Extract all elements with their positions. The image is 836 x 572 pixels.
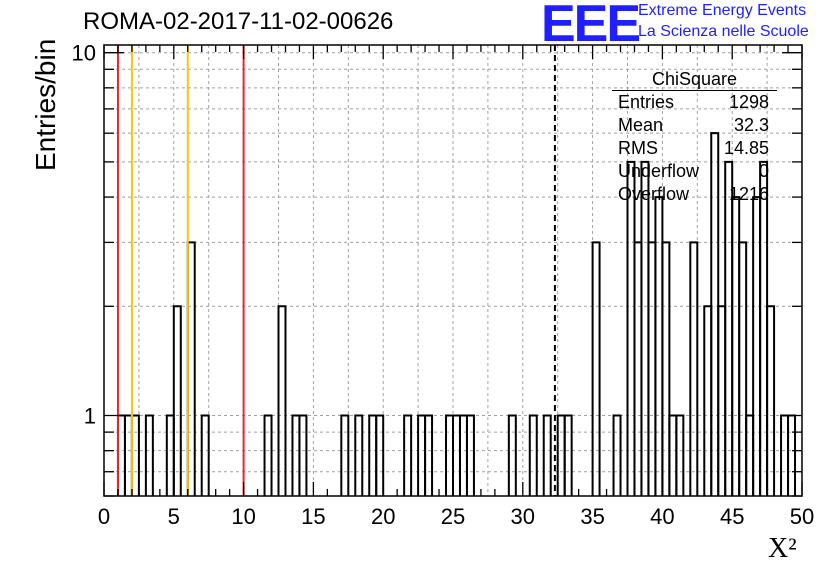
stats-row-rms: RMS 14.85 xyxy=(612,137,777,160)
x-tick-label: 35 xyxy=(580,504,604,529)
x-tick-label: 5 xyxy=(168,504,180,529)
histogram-bin xyxy=(689,241,699,496)
histogram-bin xyxy=(375,414,385,496)
stats-box: ChiSquare Entries 1298 Mean 32.3 RMS 14.… xyxy=(612,68,777,206)
histogram-bin xyxy=(738,241,748,496)
x-tick-label: 30 xyxy=(511,504,535,529)
histogram-bin xyxy=(717,305,727,496)
histogram-bin xyxy=(759,160,769,496)
x-tick-label: 40 xyxy=(650,504,674,529)
x-tick-label: 25 xyxy=(441,504,465,529)
histogram-bin xyxy=(563,414,573,496)
histogram-bin xyxy=(354,414,364,496)
tick-layer: 0 5 10 15 20 25 30 35 40 45 50 1 10 xyxy=(72,41,815,529)
vertical-lines-layer xyxy=(116,45,556,496)
histogram-bin xyxy=(445,414,454,496)
histogram-bin xyxy=(528,414,538,496)
stats-key: RMS xyxy=(618,138,658,158)
y-tick-label: 10 xyxy=(72,41,96,66)
histogram-bin xyxy=(465,414,475,496)
histogram-bin xyxy=(172,305,182,496)
x-tick-label: 45 xyxy=(720,504,744,529)
histogram-bin xyxy=(200,414,210,496)
histogram-bin xyxy=(675,414,685,496)
stats-key: Underflow xyxy=(618,161,700,181)
x-axis-label: X² xyxy=(768,533,797,564)
histogram-bin xyxy=(626,160,636,496)
stats-title: ChiSquare xyxy=(612,68,777,91)
logo-line-2: La Scienza nelle Scuole xyxy=(638,23,809,40)
histogram-bin xyxy=(123,414,133,496)
histogram-bin xyxy=(507,414,517,496)
stats-value: 0 xyxy=(758,161,769,181)
stats-key: Entries xyxy=(618,92,675,112)
histogram-bin xyxy=(612,414,622,496)
histogram-bin xyxy=(263,414,273,496)
y-axis-label: Entries/bin xyxy=(30,38,61,171)
histogram-layer xyxy=(116,132,797,496)
histogram-bin xyxy=(542,414,552,496)
run-title: ROMA-02-2017-11-02-00626 xyxy=(83,8,394,35)
histogram-bin xyxy=(417,414,427,496)
histogram-bin xyxy=(766,305,776,496)
stats-value: 1298 xyxy=(728,92,769,112)
histogram-bin xyxy=(340,414,350,496)
histogram-bin xyxy=(703,305,713,496)
stats-key: Overflow xyxy=(618,184,690,204)
histogram-bin xyxy=(368,414,378,496)
y-tick-label: 1 xyxy=(84,404,96,429)
histogram-bin xyxy=(591,241,601,496)
stats-key: Mean xyxy=(618,115,664,135)
histogram-bin xyxy=(452,414,461,496)
histogram-bin xyxy=(780,414,790,496)
histogram-bin xyxy=(277,305,287,496)
stats-value: 14.85 xyxy=(723,138,769,158)
histogram-bin xyxy=(668,414,678,496)
x-tick-label: 15 xyxy=(301,504,325,529)
logo-line-1: Extreme Energy Events xyxy=(638,2,807,19)
x-tick-label: 10 xyxy=(231,504,255,529)
x-tick-label: 0 xyxy=(98,504,110,529)
histogram-bin xyxy=(556,414,566,496)
histogram-bin xyxy=(633,241,643,496)
eee-logo: EEE xyxy=(541,0,641,53)
histogram-bin xyxy=(458,414,468,496)
stats-row-mean: Mean 32.3 xyxy=(612,114,777,137)
histogram-bin xyxy=(291,414,301,496)
histogram-bin xyxy=(661,241,671,496)
histogram-bin xyxy=(640,160,650,496)
histogram-bin xyxy=(787,414,797,496)
histogram-bin xyxy=(745,414,755,496)
stats-value: 32.3 xyxy=(733,115,769,135)
histogram-bin xyxy=(403,414,413,496)
histogram-bin xyxy=(130,414,140,496)
histogram-bin xyxy=(116,414,126,496)
stats-row-underflow: Underflow 0 xyxy=(612,160,777,183)
x-tick-label: 20 xyxy=(371,504,395,529)
histogram-bin xyxy=(186,241,196,496)
histogram-bin xyxy=(298,414,308,496)
histogram-bin xyxy=(424,414,434,496)
stats-row-entries: Entries 1298 xyxy=(612,91,777,114)
histogram-bin xyxy=(647,241,657,496)
stats-value: 1216 xyxy=(728,184,769,204)
histogram-bin xyxy=(144,414,154,496)
stats-row-overflow: Overflow 1216 xyxy=(612,183,777,206)
x-tick-label: 50 xyxy=(790,504,814,529)
histogram-bin xyxy=(724,160,734,496)
histogram-bin xyxy=(165,414,175,496)
